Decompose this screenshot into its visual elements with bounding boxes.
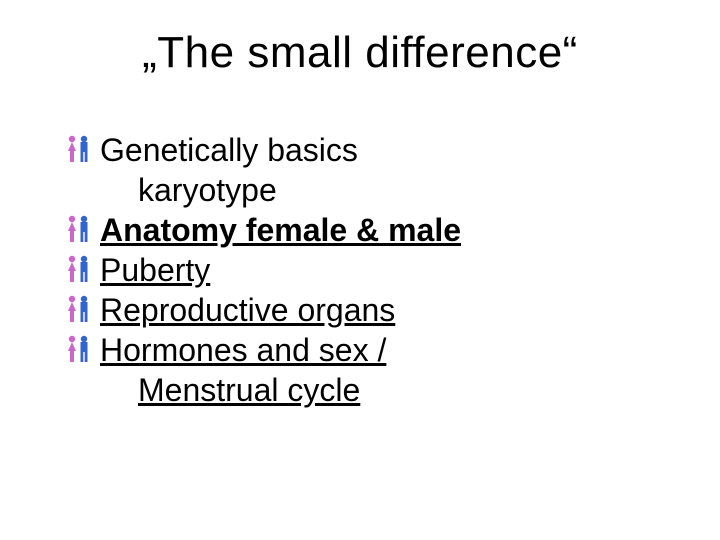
slide: „The small difference“	[0, 0, 720, 540]
bullet-list: Genetically basics karyotype	[100, 130, 620, 410]
list-item-text: Reproductive organs	[100, 292, 395, 328]
list-item-cont-text: karyotype	[138, 172, 277, 208]
list-item-text: Hormones and sex /	[100, 332, 386, 368]
gender-bullet-icon	[64, 212, 94, 246]
gender-bullet-icon	[64, 332, 94, 366]
list-item-text: Anatomy female & male	[100, 212, 461, 248]
list-item: Hormones and sex /	[100, 330, 620, 370]
gender-bullet-icon	[64, 292, 94, 326]
list-item-continuation: Menstrual cycle	[138, 370, 620, 410]
list-item-cont-text: Menstrual cycle	[138, 372, 360, 408]
list-item-continuation: karyotype	[138, 170, 620, 210]
list-item: Puberty	[100, 250, 620, 290]
list-item-text: Puberty	[100, 252, 210, 288]
slide-title: „The small difference“	[0, 28, 720, 78]
list-item: Genetically basics	[100, 130, 620, 170]
list-item: Reproductive organs	[100, 290, 620, 330]
gender-bullet-icon	[64, 132, 94, 166]
list-item-text: Genetically basics	[100, 132, 358, 168]
list-item: Anatomy female & male	[100, 210, 620, 250]
gender-bullet-icon	[64, 252, 94, 286]
